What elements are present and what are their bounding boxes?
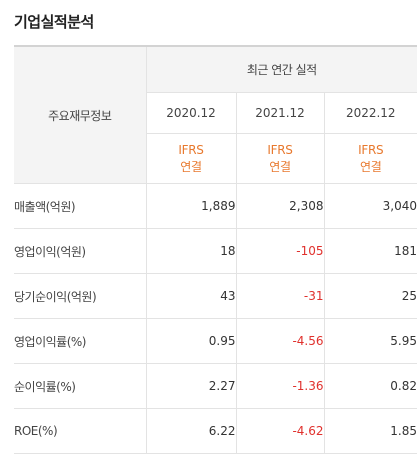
row-header-label: 주요재무정보 (14, 46, 146, 184)
value-cell: 5.95 (324, 319, 417, 364)
value-cell: -1.36 (236, 364, 324, 409)
consolidated-label: 연결 (237, 159, 324, 176)
table-row: 당기순이익(억원) 43 -31 25 (14, 274, 417, 319)
table-row: ROE(%) 6.22 -4.62 1.85 (14, 409, 417, 454)
value-cell: 43 (146, 274, 236, 319)
value-cell: 6.22 (146, 409, 236, 454)
value-cell: -4.56 (236, 319, 324, 364)
row-label-roe: ROE(%) (14, 409, 146, 454)
table-row: 순이익률(%) 2.27 -1.36 0.82 (14, 364, 417, 409)
ifrs-label: IFRS (325, 142, 417, 159)
value-cell: 0.82 (324, 364, 417, 409)
row-label-net-margin: 순이익률(%) (14, 364, 146, 409)
year-header: 2020.12 (146, 93, 236, 134)
value-cell: 25 (324, 274, 417, 319)
value-cell: 3,040 (324, 184, 417, 229)
table-row: 영업이익(억원) 18 -105 181 (14, 229, 417, 274)
value-cell: 2,308 (236, 184, 324, 229)
ifrs-badge: IFRS 연결 (146, 134, 236, 184)
row-label-operating-income: 영업이익(억원) (14, 229, 146, 274)
consolidated-label: 연결 (325, 159, 417, 176)
value-cell: -31 (236, 274, 324, 319)
row-label-net-income: 당기순이익(억원) (14, 274, 146, 319)
ifrs-badge: IFRS 연결 (236, 134, 324, 184)
section-title: 기업실적분석 (14, 11, 94, 32)
value-cell: 181 (324, 229, 417, 274)
year-header: 2021.12 (236, 93, 324, 134)
ifrs-label: IFRS (237, 142, 324, 159)
annual-results-header: 최근 연간 실적 (146, 46, 417, 93)
value-cell: -105 (236, 229, 324, 274)
value-cell: 18 (146, 229, 236, 274)
row-label-operating-margin: 영업이익률(%) (14, 319, 146, 364)
consolidated-label: 연결 (147, 159, 236, 176)
table-row: 영업이익률(%) 0.95 -4.56 5.95 (14, 319, 417, 364)
value-cell: 1.85 (324, 409, 417, 454)
ifrs-badge: IFRS 연결 (324, 134, 417, 184)
row-label-revenue: 매출액(억원) (14, 184, 146, 229)
header-row-group: 주요재무정보 최근 연간 실적 (14, 46, 417, 93)
value-cell: -4.62 (236, 409, 324, 454)
value-cell: 0.95 (146, 319, 236, 364)
table-row: 매출액(억원) 1,889 2,308 3,040 (14, 184, 417, 229)
value-cell: 2.27 (146, 364, 236, 409)
financial-summary-table: 주요재무정보 최근 연간 실적 2020.12 2021.12 2022.12 … (14, 45, 417, 454)
year-header: 2022.12 (324, 93, 417, 134)
ifrs-label: IFRS (147, 142, 236, 159)
value-cell: 1,889 (146, 184, 236, 229)
